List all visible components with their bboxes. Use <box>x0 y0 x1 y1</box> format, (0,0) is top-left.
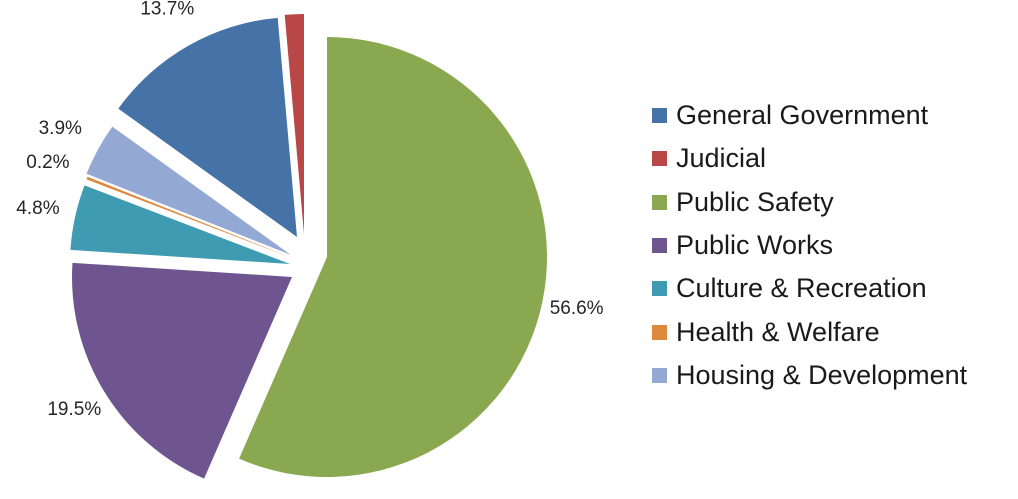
legend-label: Public Works <box>676 230 834 261</box>
legend-item-health-and-welfare: Health & Welfare <box>652 310 967 353</box>
data-label-housing-and-development: 3.9% <box>39 118 82 139</box>
data-label-public-safety: 56.6% <box>550 298 604 319</box>
pie-slice-general-government <box>118 17 298 237</box>
data-label-health-and-welfare: 0.2% <box>26 152 69 173</box>
legend-item-culture-and-recreation: Culture & Recreation <box>652 267 967 310</box>
legend-item-housing-and-development: Housing & Development <box>652 354 967 397</box>
pie-slice-public-safety <box>239 37 548 477</box>
pie-slice-housing-and-development <box>86 126 292 255</box>
legend-item-judicial: Judicial <box>652 137 967 180</box>
pie-slice-health-and-welfare <box>86 176 292 258</box>
legend-swatch <box>652 194 667 210</box>
legend-swatch <box>652 367 667 383</box>
legend-label: General Government <box>676 100 929 131</box>
legend-label: Judicial <box>676 143 767 174</box>
legend-label: Housing & Development <box>676 359 968 390</box>
legend-label: Public Safety <box>676 186 834 217</box>
legend-label: Health & Welfare <box>676 316 880 347</box>
legend-swatch <box>652 238 667 254</box>
legend-item-public-works: Public Works <box>652 224 967 267</box>
pie-labels: 56.6%19.5%4.8%0.2%3.9%13.7%1.4% <box>16 0 603 420</box>
pie-slices <box>70 14 548 479</box>
legend-swatch <box>652 281 667 297</box>
legend-item-public-safety: Public Safety <box>652 181 967 224</box>
chart-legend: General Government Judicial Public Safety P… <box>652 94 967 397</box>
legend-swatch <box>652 108 667 124</box>
data-label-culture-and-recreation: 4.8% <box>16 198 59 219</box>
legend-swatch <box>652 151 667 167</box>
data-label-general-government: 13.7% <box>140 0 194 19</box>
legend-item-general-government: General Government <box>652 94 967 137</box>
pie-slice-judicial <box>284 14 304 234</box>
data-label-public-works: 19.5% <box>47 399 101 420</box>
pie-slice-public-works <box>72 262 293 479</box>
legend-label: Culture & Recreation <box>676 273 927 304</box>
legend-swatch <box>652 324 667 340</box>
pie-slice-culture-and-recreation <box>70 185 291 264</box>
